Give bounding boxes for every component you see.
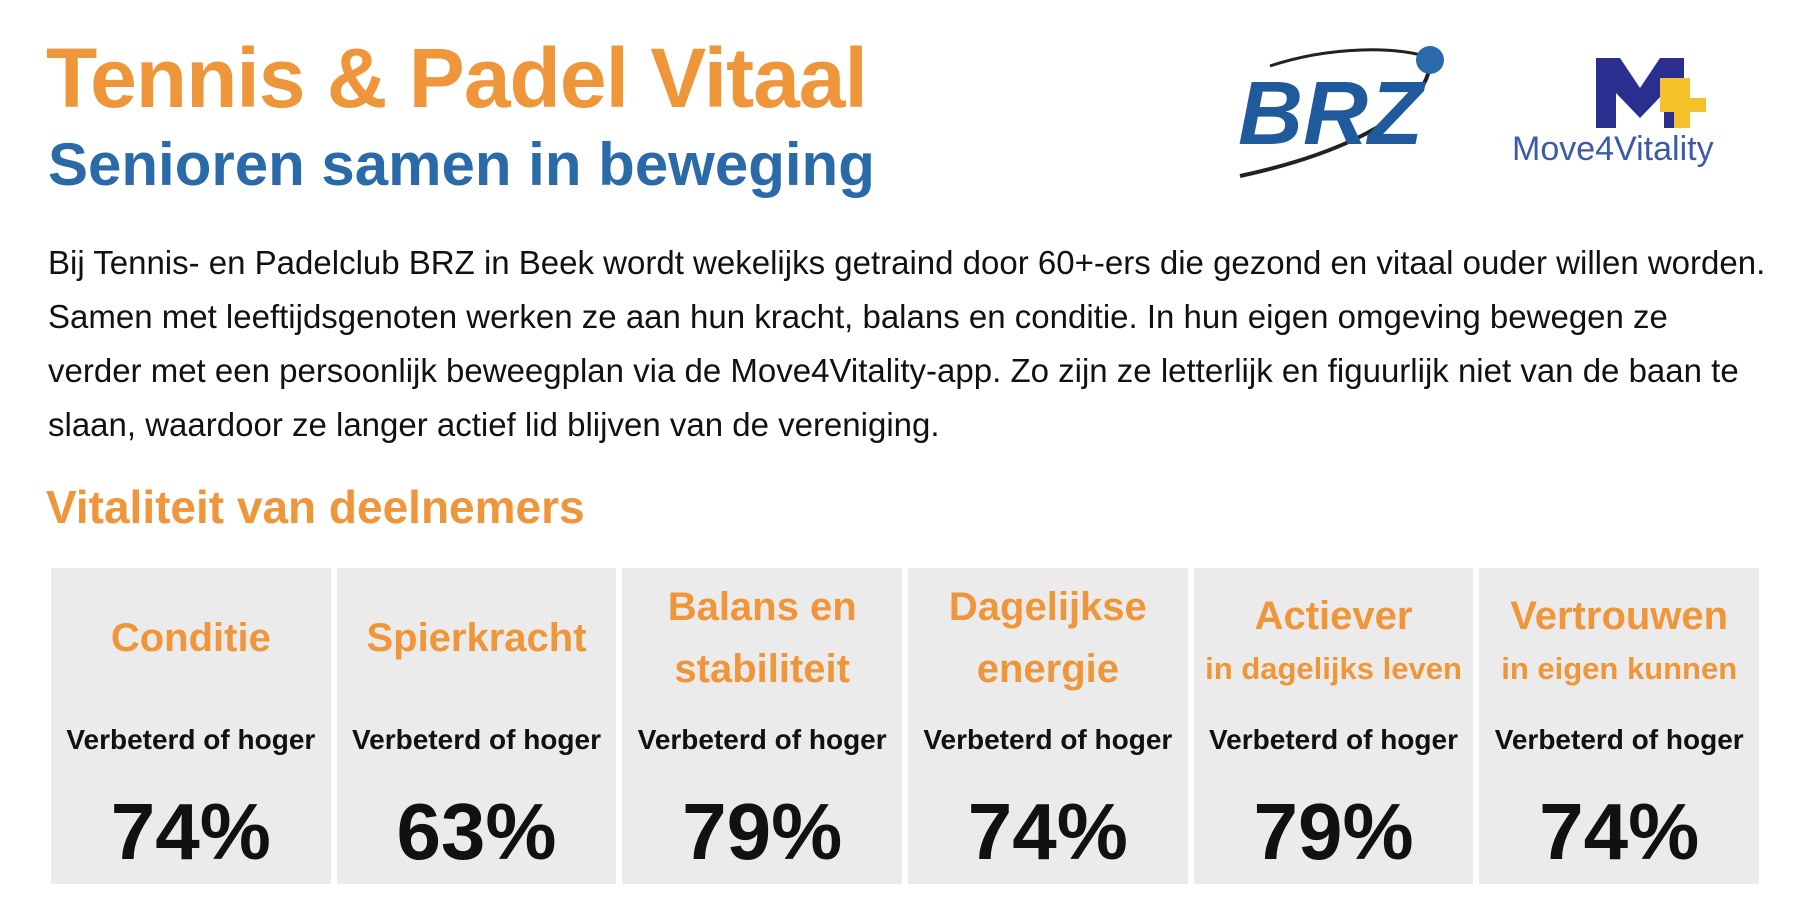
title: Tennis & Padel Vitaal bbox=[46, 31, 868, 125]
section-title: Vitaliteit van deelnemers bbox=[46, 481, 585, 533]
card-subtitle: in eigen kunnen bbox=[1501, 651, 1738, 686]
metric-card: Dagelijkse energie Verbeterd of hoger 74% bbox=[908, 568, 1188, 884]
card-title: Balans en stabiliteit bbox=[667, 585, 857, 691]
card-label: Verbeterd of hoger bbox=[352, 724, 601, 755]
card-label: Verbeterd of hoger bbox=[637, 724, 887, 755]
card-label: Verbeterd of hoger bbox=[66, 724, 316, 755]
m4v-logo: Move4Vitality bbox=[1512, 58, 1714, 168]
card-value: 74% bbox=[967, 787, 1128, 876]
intro: Bij Tennis- en Padelclub BRZ in Beek wor… bbox=[48, 244, 1766, 443]
metric-card: Conditie Verbeterd of hoger 74% bbox=[51, 568, 331, 884]
brz-logo: BRZ bbox=[1238, 46, 1444, 178]
card-value: 74% bbox=[1539, 787, 1700, 876]
card-heading: Actiever in dagelijks leven bbox=[1194, 568, 1474, 708]
card-heading: Vertrouwen in eigen kunnen bbox=[1479, 568, 1759, 708]
card-heading: Conditie bbox=[51, 568, 331, 708]
card-title: Dagelijkse energie bbox=[948, 585, 1147, 691]
metric-card: Balans en stabiliteit Verbeterd of hoger 7… bbox=[622, 568, 903, 884]
cards: Conditie Verbeterd of hoger 74% Spierkracht… bbox=[51, 568, 1760, 884]
card-heading: Spierkracht bbox=[337, 568, 617, 708]
card-heading: Dagelijkse energie bbox=[908, 568, 1188, 708]
card-label: Verbeterd of hoger bbox=[923, 724, 1173, 755]
card-value: 79% bbox=[682, 787, 843, 876]
card-title: Spierkracht bbox=[366, 616, 587, 660]
card-label: Verbeterd of hoger bbox=[1494, 724, 1744, 755]
card-value: 74% bbox=[110, 787, 271, 876]
card-title: Conditie bbox=[110, 616, 271, 660]
metric-card: Spierkracht Verbeterd of hoger 63% bbox=[336, 568, 617, 884]
metric-card: Actiever in dagelijks leven Verbeterd of h… bbox=[1193, 568, 1474, 884]
card-heading: Balans en stabiliteit bbox=[622, 568, 902, 708]
m4v-text: Move4Vitality bbox=[1512, 130, 1714, 168]
subtitle: Senioren samen in beweging bbox=[48, 131, 875, 198]
card-title: Vertrouwen bbox=[1510, 594, 1729, 638]
card-title: Actiever bbox=[1254, 594, 1413, 638]
metric-card: Vertrouwen in eigen kunnen Verbeterd of ho… bbox=[1479, 568, 1760, 884]
card-subtitle: in dagelijks leven bbox=[1205, 651, 1462, 686]
card-label: Verbeterd of hoger bbox=[1209, 724, 1458, 755]
card-value: 63% bbox=[396, 787, 557, 876]
brz-text: BRZ bbox=[1238, 64, 1426, 164]
card-value: 79% bbox=[1253, 787, 1414, 876]
